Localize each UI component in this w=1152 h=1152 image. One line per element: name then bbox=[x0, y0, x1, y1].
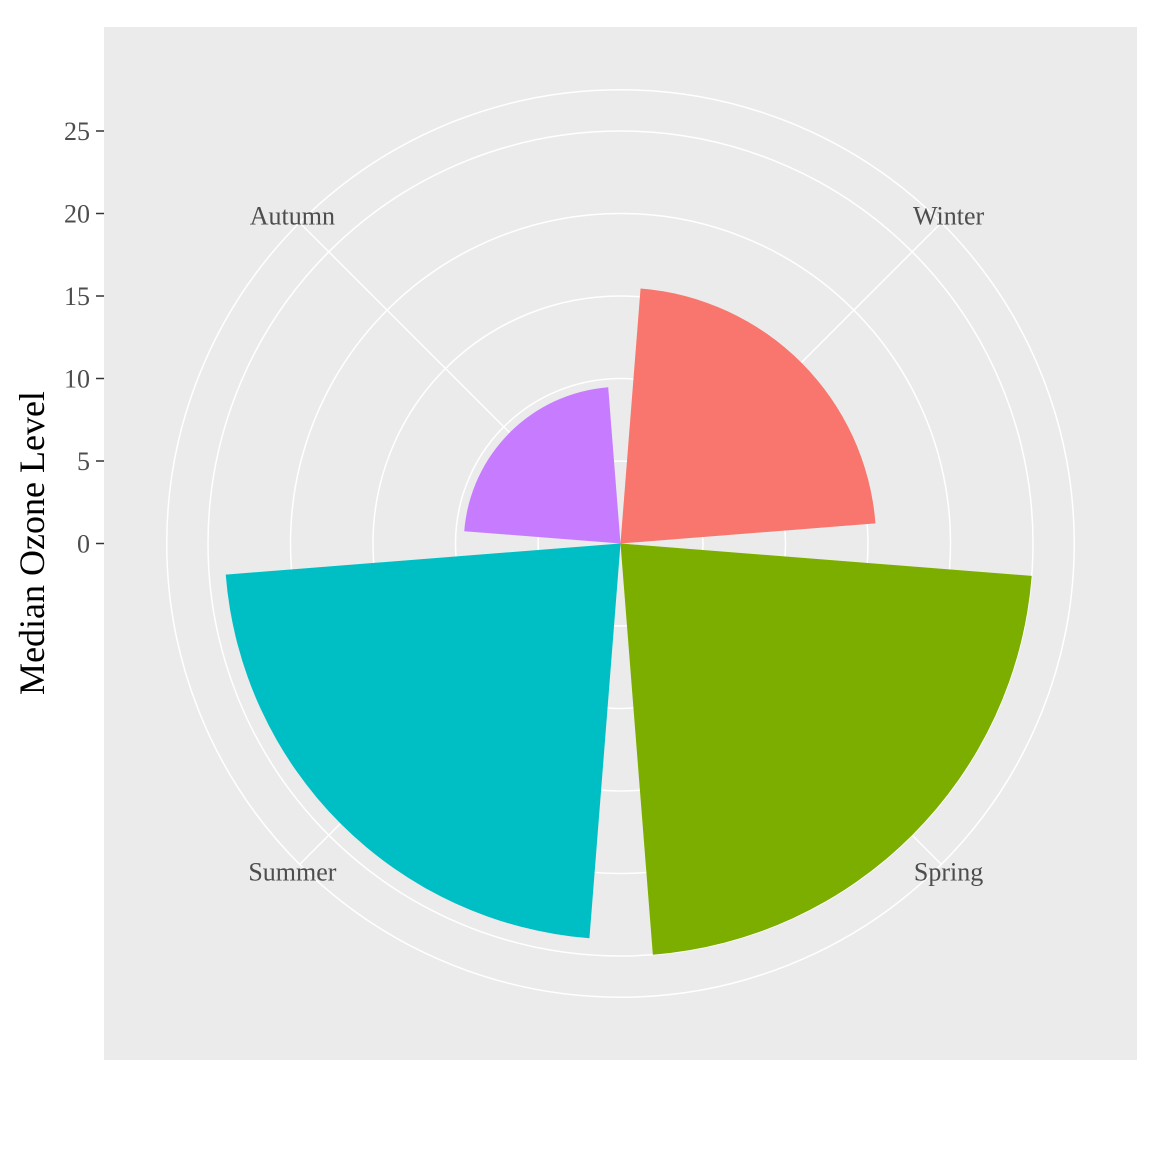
category-labels: Winter Spring Summer Autumn bbox=[248, 201, 984, 886]
category-label-spring: Spring bbox=[914, 858, 983, 887]
y-axis: 0 5 10 15 20 25 bbox=[64, 117, 104, 559]
bar-autumn bbox=[464, 387, 621, 544]
y-tick-label: 20 bbox=[64, 200, 90, 229]
bar-winter bbox=[620, 288, 876, 544]
bar-summer bbox=[225, 543, 621, 939]
y-axis-title: Median Ozone Level bbox=[12, 391, 52, 695]
y-tick-label: 5 bbox=[77, 447, 90, 476]
grid-ring bbox=[166, 89, 1075, 998]
grid-ring bbox=[289, 212, 952, 875]
category-label-winter: Winter bbox=[913, 201, 984, 230]
bars bbox=[225, 288, 1032, 955]
category-label-summer: Summer bbox=[248, 858, 336, 887]
y-tick-label: 15 bbox=[64, 282, 90, 311]
grid-ring bbox=[372, 295, 869, 792]
y-tick-label: 10 bbox=[64, 365, 90, 394]
grid-ring bbox=[537, 460, 704, 627]
category-label-autumn: Autumn bbox=[250, 201, 335, 230]
bar-spring bbox=[620, 543, 1032, 955]
y-tick-label: 0 bbox=[77, 530, 90, 559]
grid-ring bbox=[454, 377, 787, 710]
y-tick-label: 25 bbox=[64, 117, 90, 146]
grid-ring bbox=[207, 130, 1034, 957]
